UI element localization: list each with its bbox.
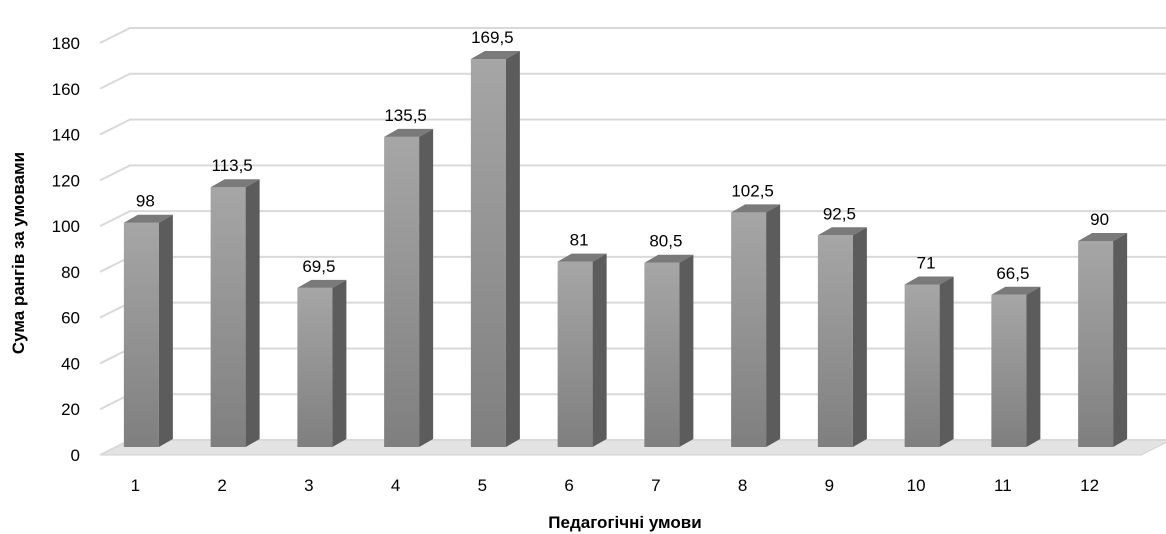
data-label: 90 xyxy=(1090,210,1109,229)
x-tick-label: 6 xyxy=(564,476,573,495)
data-label: 98 xyxy=(136,192,155,211)
y-tick-label: 0 xyxy=(71,446,80,465)
x-tick-label: 8 xyxy=(738,476,747,495)
x-tick-label: 2 xyxy=(217,476,226,495)
data-label: 92,5 xyxy=(823,204,856,223)
x-axis-title: Педагогічні умови xyxy=(548,513,701,532)
bar xyxy=(210,179,260,447)
bar-front xyxy=(731,212,767,447)
gridline xyxy=(99,118,1166,136)
data-label: 69,5 xyxy=(302,257,335,276)
x-tick-label: 11 xyxy=(994,476,1012,495)
x-tick-label: 3 xyxy=(304,476,313,495)
bar-side xyxy=(158,214,173,447)
data-label: 169,5 xyxy=(471,28,514,47)
bar-front xyxy=(557,261,593,447)
bar-side xyxy=(939,276,954,447)
bar xyxy=(817,227,867,447)
data-label: 80,5 xyxy=(649,232,682,251)
y-tick-label: 80 xyxy=(61,263,80,282)
bar-top xyxy=(904,276,954,285)
bar-top xyxy=(644,254,694,263)
bar-front xyxy=(297,287,333,447)
gridline xyxy=(99,210,1166,228)
bar-top xyxy=(991,286,1041,295)
data-label: 135,5 xyxy=(384,106,427,125)
bar-top xyxy=(817,227,867,236)
bar xyxy=(297,279,347,447)
bar-side xyxy=(245,179,260,447)
bar-top xyxy=(557,253,607,262)
bar xyxy=(1078,233,1128,447)
y-tick-label: 40 xyxy=(61,354,80,373)
bar-top xyxy=(210,179,260,188)
bar-front xyxy=(470,59,506,448)
bar-side xyxy=(679,254,694,447)
x-tick-label: 5 xyxy=(478,476,487,495)
bar-side xyxy=(419,128,434,447)
bar-front xyxy=(817,235,853,447)
gridline xyxy=(99,164,1166,182)
bar xyxy=(557,253,607,447)
y-axis-title: Сума рангів за умовами xyxy=(9,152,28,354)
data-label: 102,5 xyxy=(731,181,774,200)
x-tick-label: 7 xyxy=(651,476,660,495)
bar-top xyxy=(1078,233,1128,241)
bar-front xyxy=(384,136,420,447)
x-tick-label: 12 xyxy=(1080,476,1099,495)
gridline xyxy=(99,72,1166,90)
bar-side xyxy=(592,253,607,447)
bar-top xyxy=(297,279,347,288)
gridline xyxy=(99,27,1166,44)
bar-front xyxy=(644,262,680,447)
bar xyxy=(123,214,173,447)
y-tick-label: 100 xyxy=(52,217,80,236)
y-tick-label: 180 xyxy=(52,34,80,53)
bar xyxy=(991,286,1041,447)
bar xyxy=(644,254,694,447)
y-tick-label: 120 xyxy=(52,171,80,190)
bar-side xyxy=(852,227,867,447)
bar xyxy=(384,128,434,447)
data-labels: 98 113,5 69,5 135,5 169,5 81 80,5 102,5 92,5 71 66… xyxy=(136,28,1109,283)
bar-side xyxy=(505,51,520,448)
bar-top xyxy=(384,128,434,137)
bar xyxy=(470,51,520,448)
y-tick-label: 140 xyxy=(52,126,80,145)
bar-side xyxy=(1026,286,1041,447)
bar-front xyxy=(1078,241,1114,447)
data-label: 81 xyxy=(570,231,589,250)
bar-front xyxy=(123,222,159,447)
bar-front xyxy=(904,284,940,447)
bar-side xyxy=(332,279,347,447)
bar xyxy=(904,276,954,447)
bars xyxy=(123,51,1128,448)
bar-front xyxy=(210,187,246,447)
y-tick-label: 20 xyxy=(61,400,80,419)
x-tick-label: 1 xyxy=(131,476,140,495)
bar-side xyxy=(1113,233,1128,447)
x-tick-label: 4 xyxy=(391,476,400,495)
data-label: 71 xyxy=(917,253,936,272)
bar-top xyxy=(731,204,781,213)
x-tick-label: 10 xyxy=(907,476,926,495)
data-label: 113,5 xyxy=(211,156,252,175)
data-label: 66,5 xyxy=(996,264,1029,283)
y-tick-label: 160 xyxy=(52,80,80,99)
bar xyxy=(731,204,781,447)
bar-side xyxy=(766,204,781,447)
bar-top xyxy=(470,51,520,60)
x-tick-label: 9 xyxy=(825,476,834,495)
bar-front xyxy=(991,294,1027,447)
y-tick-label: 60 xyxy=(61,309,80,328)
bar-top xyxy=(123,214,173,223)
